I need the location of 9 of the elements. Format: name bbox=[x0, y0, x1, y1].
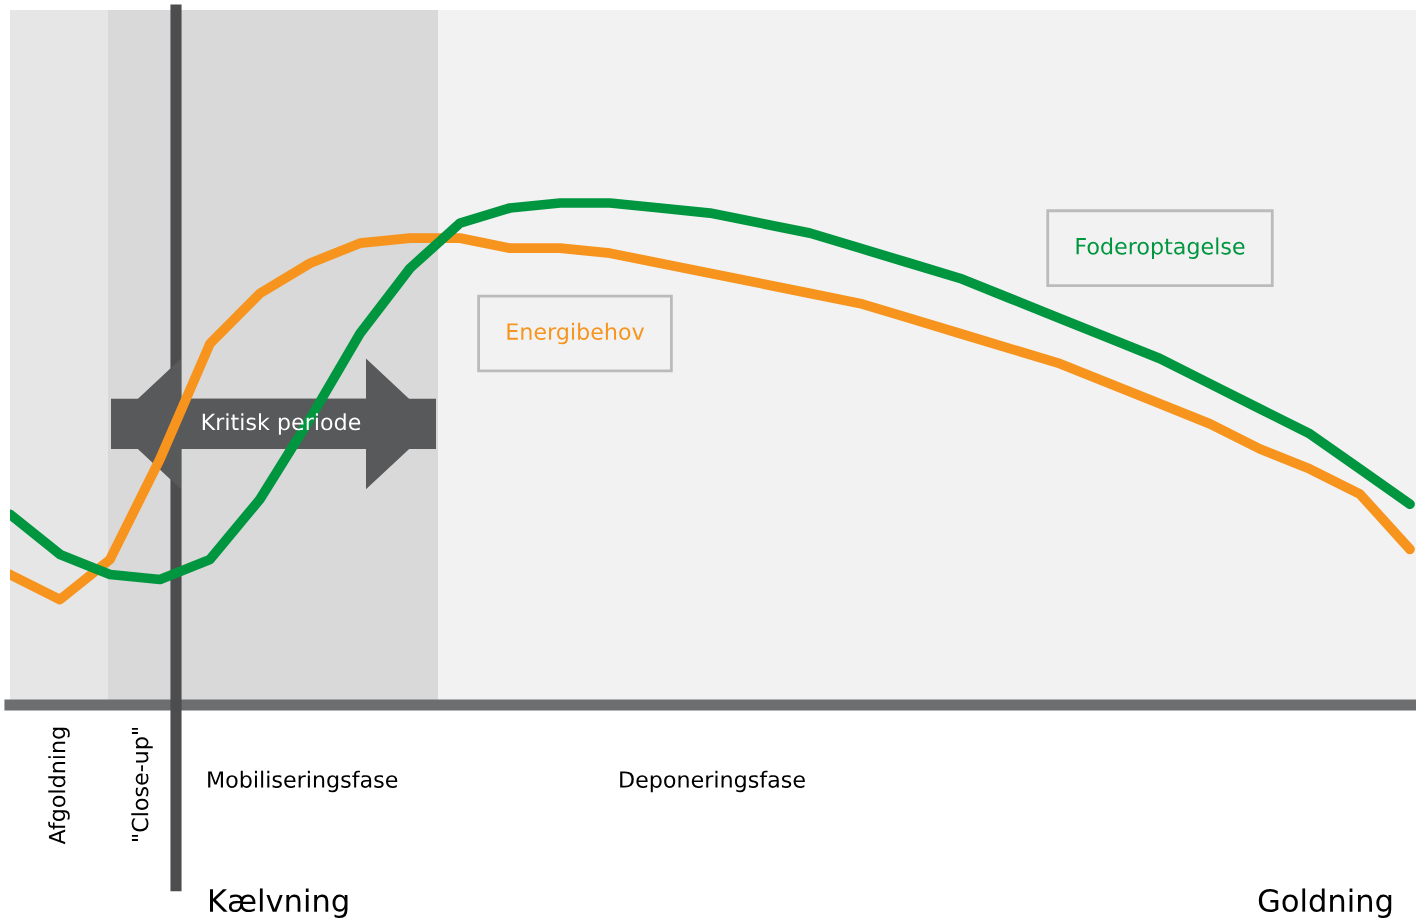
text: Energibehov bbox=[507, 322, 645, 345]
annotation: Kritisk periode bbox=[202, 413, 361, 435]
text: Deponeringsfase bbox=[620, 770, 805, 793]
text: Afgoldning bbox=[48, 727, 70, 845]
text: Mobiliseringsfase bbox=[208, 770, 398, 793]
text: Kælvning bbox=[210, 888, 348, 918]
text: "Close-up" bbox=[131, 727, 153, 841]
text: Foderoptagelse bbox=[1076, 237, 1245, 259]
text: Goldning bbox=[1258, 888, 1392, 918]
